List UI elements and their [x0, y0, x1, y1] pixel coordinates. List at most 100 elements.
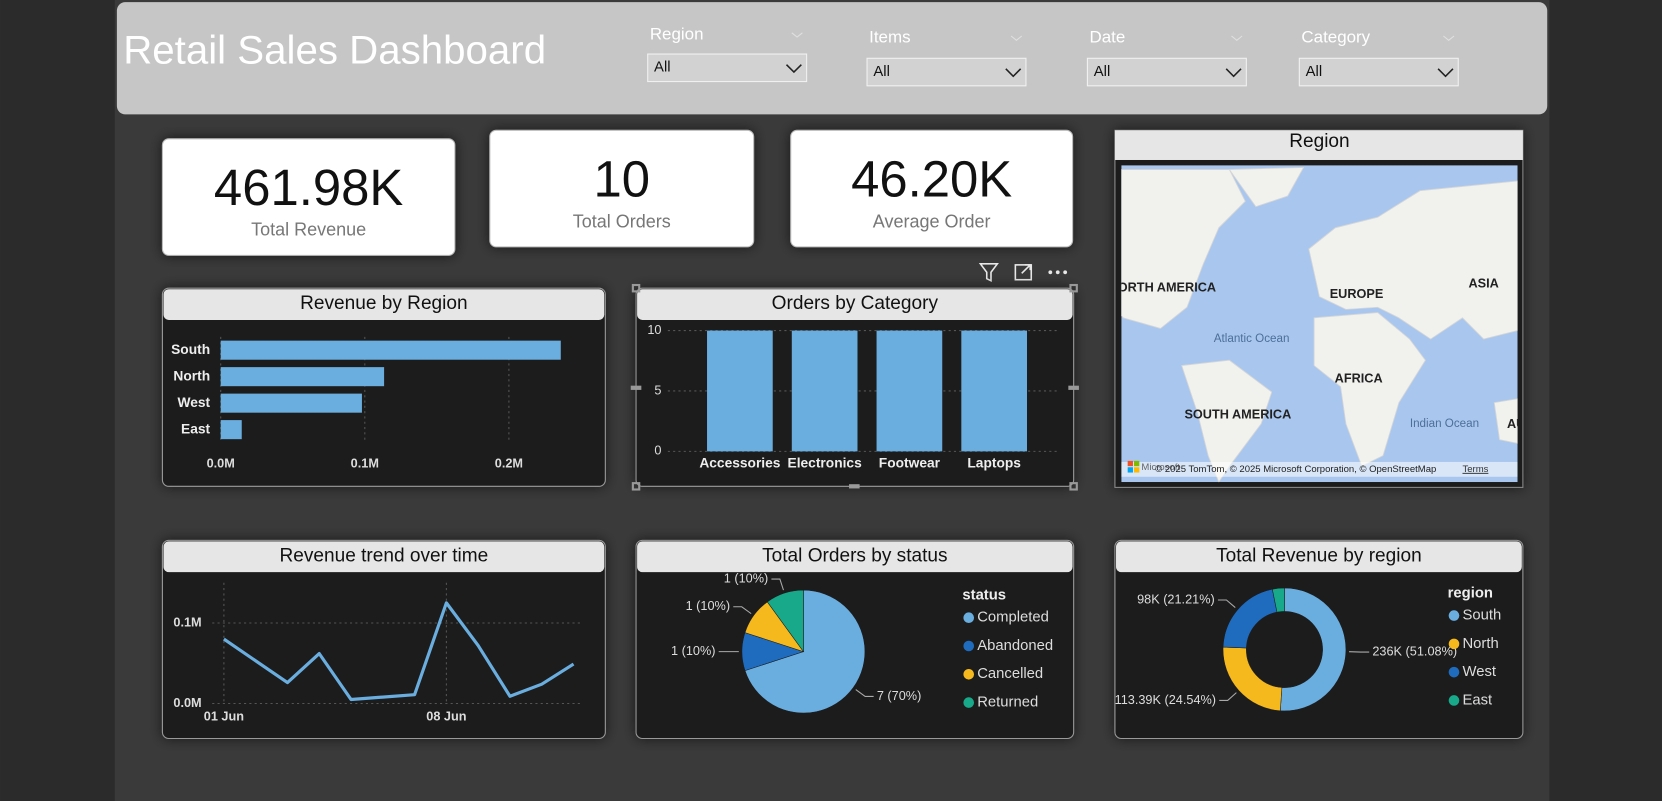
kpi-label: Total Revenue [251, 220, 366, 240]
filter-dropdown[interactable] [1298, 57, 1459, 87]
edge-handle[interactable] [1068, 385, 1079, 390]
bar [220, 393, 362, 413]
map-panel: Region NORTH AMERICA EUROPE ASIA Atlantic O… [1102, 129, 1580, 488]
donut-slice [1272, 587, 1285, 613]
chart-title: Total Orders by status [762, 545, 947, 566]
legend-swatch [963, 640, 975, 652]
chart-panel: Total Orders by status 7 (70%) 1 (10%) 1 (1… [635, 539, 1075, 740]
leader-line [1219, 692, 1237, 701]
data-label: 7 (70%) [877, 688, 921, 703]
data-label: 98K (21.21%) [1137, 591, 1215, 606]
map-area[interactable]: NORTH AMERICA EUROPE ASIA Atlantic Ocean AFR… [1102, 165, 1580, 483]
y-tick-label: 0 [654, 443, 661, 458]
data-label: 1 (10%) [724, 570, 768, 585]
legend-swatch [1448, 666, 1460, 678]
corner-handle[interactable] [631, 283, 641, 293]
map-label: SOUTH AMERICA [1184, 407, 1291, 422]
edge-handle[interactable] [630, 385, 642, 390]
filter-label: Items [869, 28, 910, 47]
visual-header-icons [978, 263, 1068, 283]
donut-slice [1280, 587, 1347, 712]
bar [791, 330, 858, 452]
legend-label: South [1462, 608, 1501, 624]
y-tick-label: 0.0M [173, 695, 201, 710]
kpi-value: 461.98K [214, 159, 404, 216]
y-tick-label: 5 [654, 382, 661, 397]
map-title-bar [1114, 130, 1523, 160]
selection-handles [630, 283, 1079, 491]
legend-swatch [963, 697, 975, 708]
chart-panel: Orders by Category 0 5 10 Accessories Electro… [635, 287, 1075, 487]
legend-label: Returned [977, 694, 1038, 710]
y-tick-label: South [171, 342, 210, 357]
x-tick-label: 08 Jun [426, 709, 466, 724]
map-terms[interactable]: Terms [1462, 464, 1488, 475]
panel-body [161, 539, 606, 740]
panel-title-bar [1116, 541, 1522, 573]
panel-title-bar [163, 289, 605, 320]
bar [220, 340, 561, 360]
legend-swatch [1448, 638, 1460, 650]
filter-label: Date [1090, 28, 1126, 47]
map-attribution: © 2025 TomTom, © 2025 Microsoft Corporat… [1155, 464, 1436, 475]
map-logo-text: Microsoft [1141, 462, 1180, 473]
charts: Revenue by Region 0.0M 0.1M 0.2M South North W… [161, 283, 1524, 740]
land-north-america [1121, 169, 1246, 329]
map-label: Indian Ocean [1410, 417, 1479, 430]
panel-title-bar [637, 541, 1073, 573]
chart-title: Revenue trend over time [280, 545, 489, 566]
legend-swatch [1448, 695, 1460, 706]
focus-icon[interactable] [1014, 264, 1033, 281]
map-label: ASIA [1468, 275, 1498, 290]
legend-title: region [1448, 585, 1493, 601]
legend-label: East [1462, 692, 1493, 708]
land-africa [1313, 312, 1426, 467]
line-series [222, 601, 575, 702]
filter-value: All [1306, 64, 1322, 80]
panel-title-bar [163, 541, 605, 573]
corner-handle[interactable] [1069, 283, 1078, 293]
chart-title: Total Revenue by region [1216, 545, 1422, 566]
filter-value: All [873, 64, 889, 80]
data-label: 1 (10%) [671, 643, 715, 658]
map-label: NORTH AMERICA [1109, 280, 1217, 295]
y-tick-label: 10 [647, 322, 661, 337]
legend-label: West [1462, 664, 1496, 680]
filter-dropdown[interactable] [866, 57, 1027, 87]
y-tick-label: North [173, 368, 210, 383]
edge-handle[interactable] [849, 484, 860, 489]
map-label: EUROPE [1330, 286, 1384, 301]
leader-line [1217, 599, 1236, 608]
filter-collapse-icon [1231, 35, 1243, 41]
filter-icon[interactable] [978, 263, 999, 283]
y-tick-label: West [177, 395, 210, 410]
legend-label: Completed [977, 610, 1049, 626]
corner-handle[interactable] [1069, 482, 1078, 491]
y-tick-label: East [181, 421, 210, 436]
kpi-card [161, 138, 456, 256]
kpi-cards: 461.98K Total Revenue 10 Total Orders 46.20K… [161, 129, 1074, 256]
more-options[interactable] [1048, 270, 1068, 275]
panel-body [1114, 539, 1524, 740]
bar [876, 330, 943, 452]
map-label: Atlantic Ocean [1214, 332, 1290, 345]
land-greenland [1228, 166, 1305, 208]
leader-line [855, 689, 874, 697]
chart-panel: Revenue trend over time 0.0M 0.1M 01 Jun 08 … [161, 539, 606, 740]
x-tick-label: Electronics [788, 456, 863, 471]
filter-dropdown[interactable] [1086, 57, 1247, 87]
dashboard-title: Retail Sales Dashboard [123, 28, 546, 73]
x-tick-label: 0.0M [207, 455, 235, 470]
legend-title: status [962, 587, 1006, 603]
filter-dropdown[interactable] [647, 53, 808, 83]
chart-title: Orders by Category [772, 293, 939, 314]
kpi-card [489, 129, 755, 248]
attribution-bar [1121, 461, 1518, 477]
chart-title: Revenue by Region [300, 293, 467, 314]
dropdown-chevron [1225, 68, 1242, 78]
corner-handle[interactable] [631, 482, 641, 491]
legend-swatch [1448, 610, 1460, 621]
map-label: AUSTRALIA [1507, 416, 1580, 431]
